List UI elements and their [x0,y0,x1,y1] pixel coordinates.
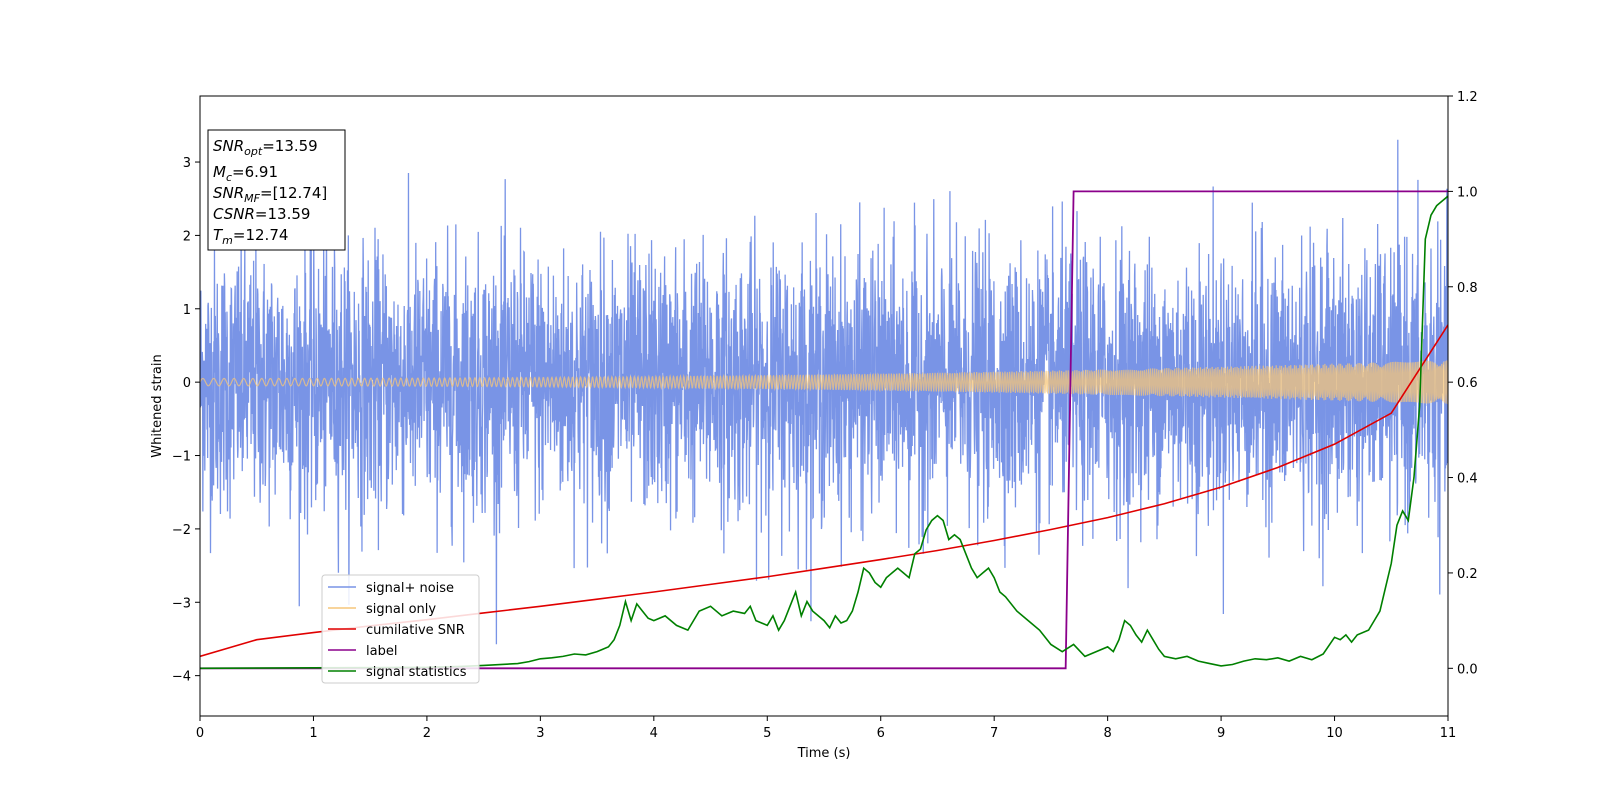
info-snr-opt: SNRopt=13.59 [213,137,318,158]
info-box-frame [207,129,346,251]
y-left-tick-label: 1 [183,303,191,318]
plot-frame [199,95,1449,717]
x-tick-label: 6 [877,726,885,741]
x-axis-title: Time (s) [797,746,851,761]
info-box: SNRopt=13.59 Mc=6.91 SNRMF=[12.74] CSNR=… [207,129,346,251]
y-axis-right-ticks: 0.0 0.2 0.4 0.6 0.8 1.0 1.2 [1448,90,1478,677]
y-right-tick-label: 0.6 [1457,376,1478,391]
y-left-tick-label: 3 [183,156,191,171]
x-tick-label: 5 [763,726,771,741]
legend-label-signal-statistics: signal statistics [366,665,467,680]
series-signal-statistics [200,195,1448,670]
y-left-tick-label: −1 [172,450,191,465]
x-tick-label: 2 [423,726,431,741]
legend-frame [321,574,480,684]
y-left-tick-label: 0 [183,376,191,391]
series-signal-only [200,360,1448,405]
line-label [200,190,1448,670]
y-left-tick-label: −4 [172,670,191,685]
info-snr-mf: SNRMF=[12.74] [213,184,327,205]
y-right-tick-label: 0.0 [1457,662,1478,677]
y-right-tick-label: 1.0 [1457,185,1478,200]
info-csnr: CSNR=13.59 [213,205,310,223]
legend-label-signal-only: signal only [366,602,436,617]
y-left-tick-label: −3 [172,596,191,611]
x-tick-label: 7 [990,726,998,741]
y-right-tick-label: 0.4 [1457,472,1478,487]
info-tm: Tm=12.74 [213,226,288,247]
y-right-tick-label: 1.2 [1457,90,1478,105]
legend-label-cumilative-snr: cumilative SNR [366,623,465,638]
line-signal-only [200,360,1448,405]
x-tick-label: 3 [536,726,544,741]
x-tick-label: 8 [1103,726,1111,741]
legend-label-signal-plus-noise: signal+ noise [366,581,454,596]
info-mc: Mc=6.91 [213,163,278,184]
series-label [200,190,1448,670]
y-left-tick-label: 2 [183,229,191,244]
x-tick-label: 0 [196,726,204,741]
x-tick-label: 9 [1217,726,1225,741]
x-tick-label: 1 [309,726,317,741]
line-signal-statistics [200,195,1448,670]
legend: signal+ noise signal only cumilative SNR… [321,574,480,684]
x-tick-label: 11 [1440,726,1457,741]
y-right-tick-label: 0.8 [1457,281,1478,296]
y-left-tick-label: −2 [172,523,191,538]
x-tick-label: 10 [1326,726,1343,741]
x-tick-label: 4 [650,726,658,741]
y-right-tick-label: 0.2 [1457,567,1478,582]
legend-label-label: label [366,644,397,659]
y-axis-title: Whitened strain [150,354,165,457]
x-axis-ticks: 0 1 2 3 4 5 6 7 8 9 10 11 [196,716,1456,741]
y-axis-left-ticks: −4 −3 −2 −1 0 1 2 3 [172,156,200,685]
